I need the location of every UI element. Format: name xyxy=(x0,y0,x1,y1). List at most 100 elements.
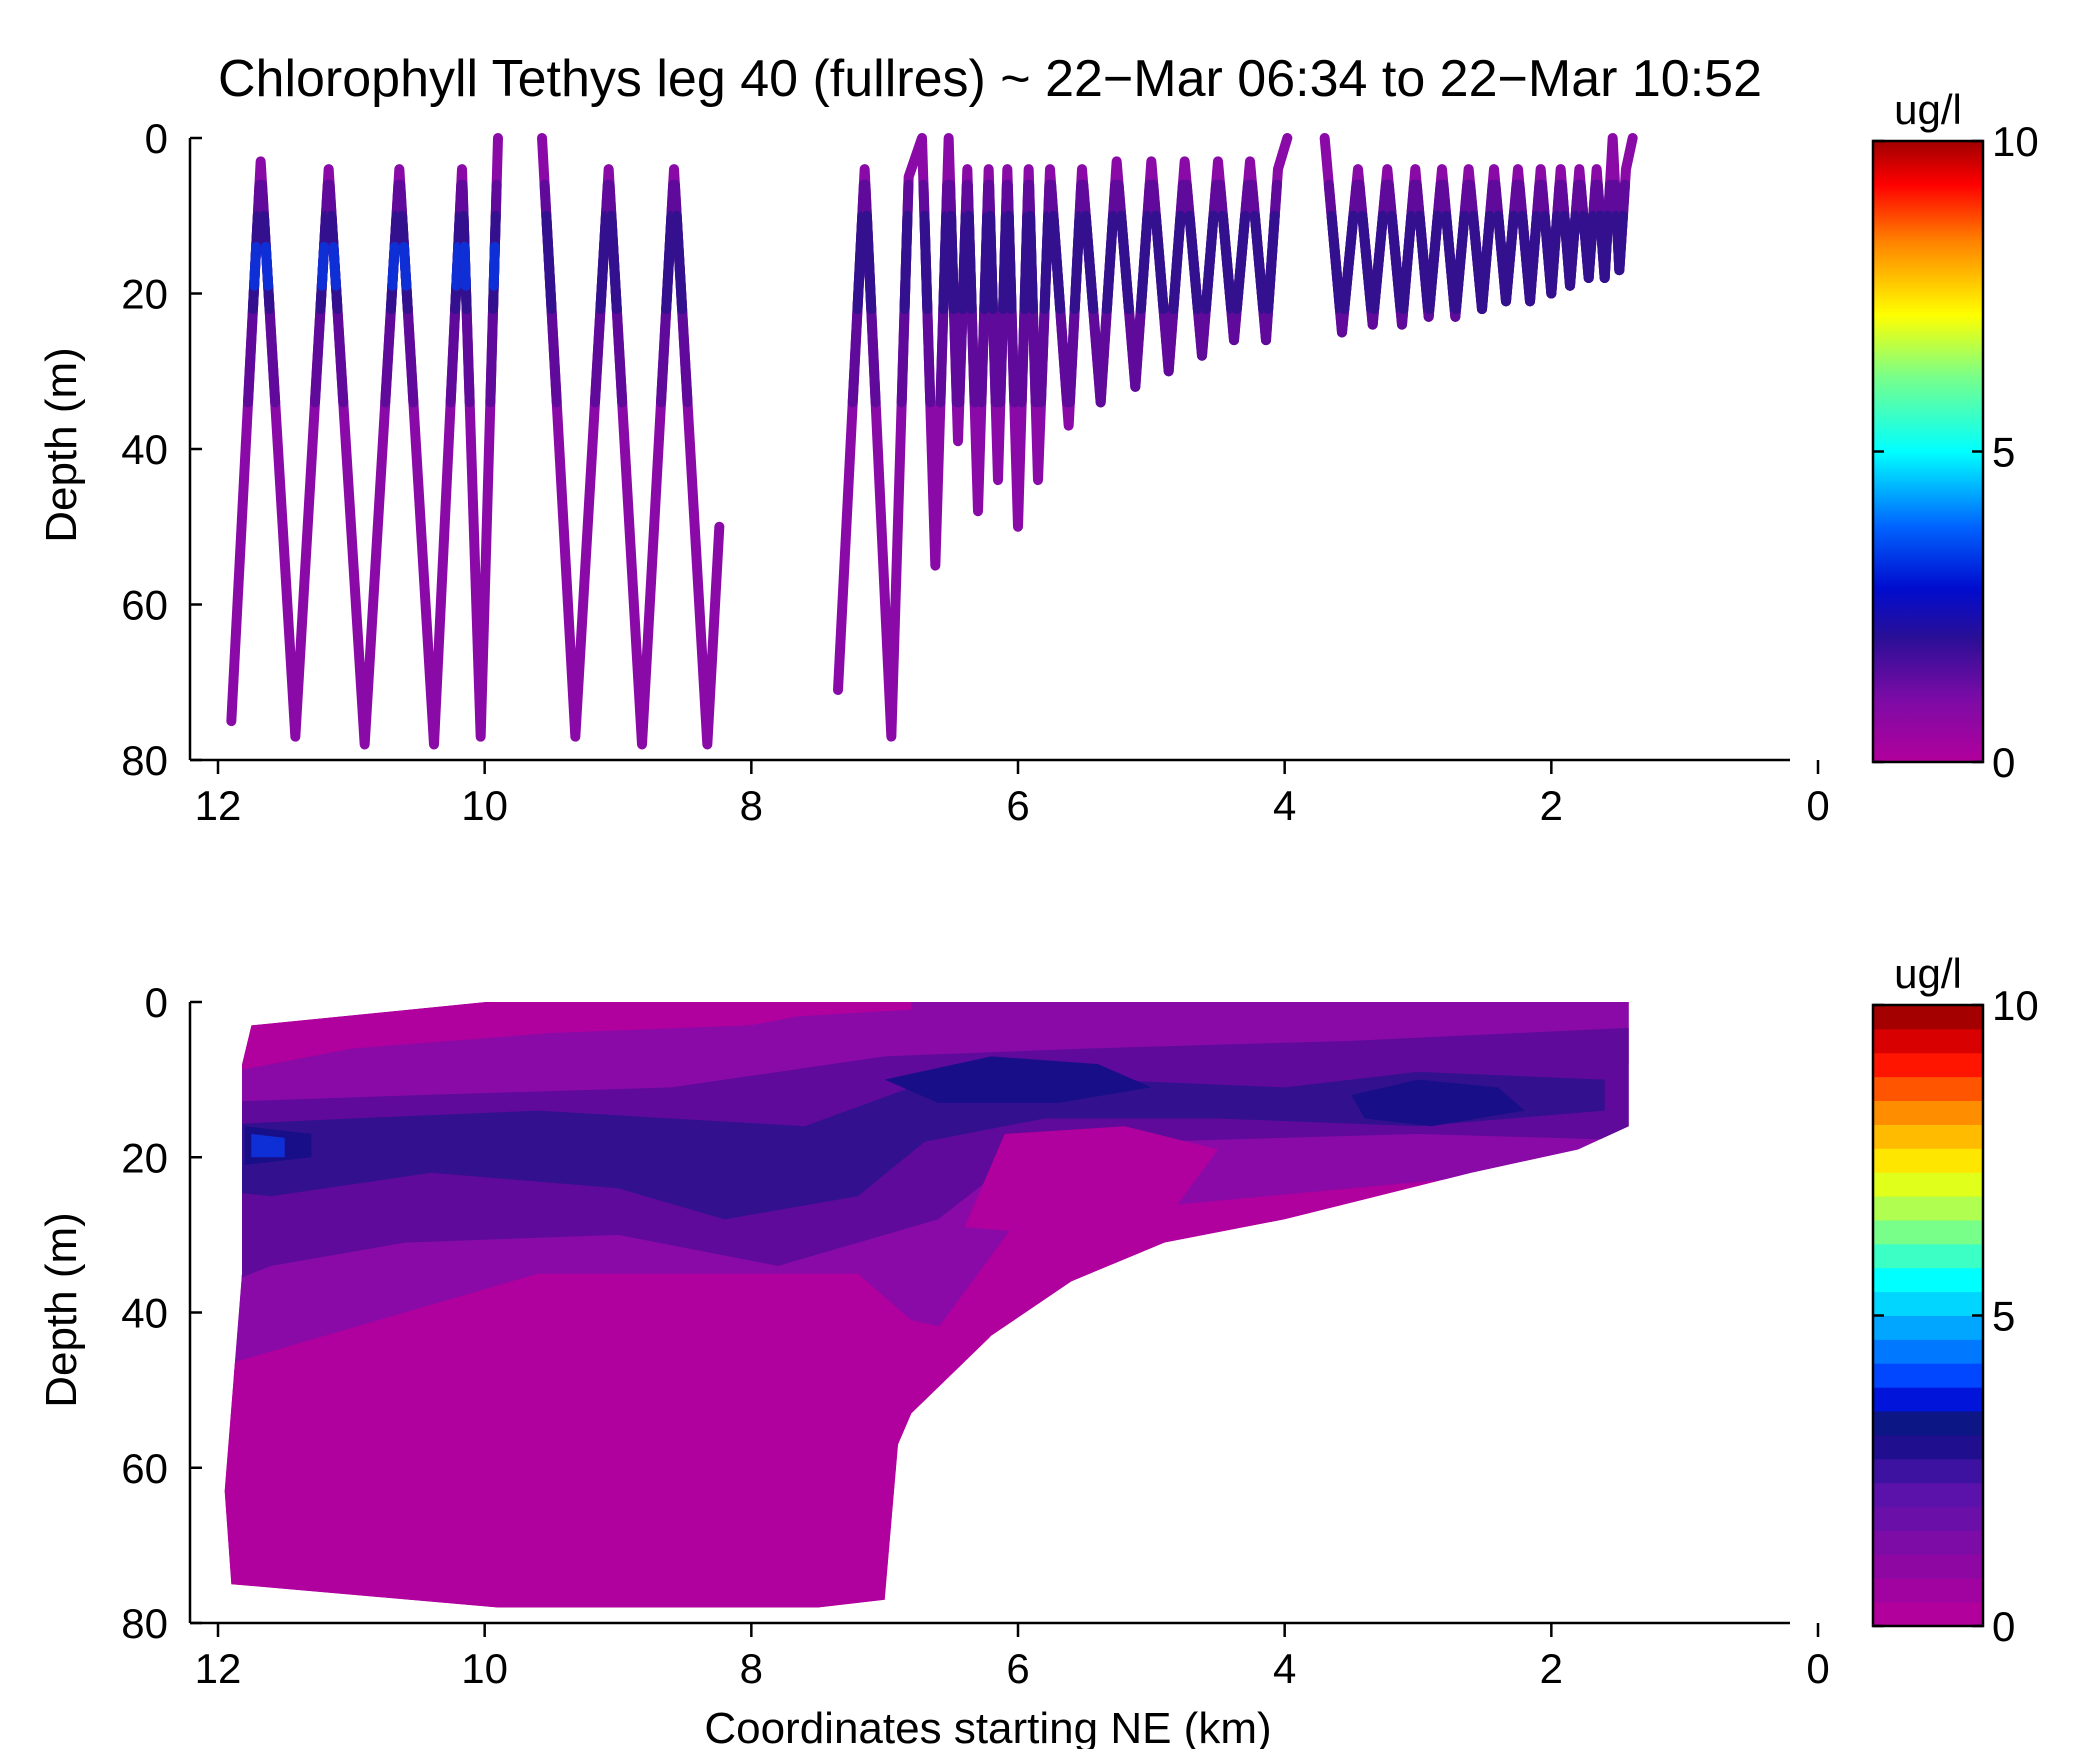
track-chl-max xyxy=(1025,210,1038,315)
top-xticklabel-10: 10 xyxy=(461,782,508,829)
track-chl-max xyxy=(595,210,611,315)
track-chl-max xyxy=(1357,210,1377,315)
track-chl-max xyxy=(1386,210,1406,315)
track-chl-max xyxy=(1339,210,1359,315)
track-chl-max xyxy=(1200,210,1219,315)
track-chl-max xyxy=(1583,210,1599,283)
track-chl-max xyxy=(1424,210,1443,315)
colorbar-band xyxy=(1873,1219,1983,1245)
track-chl-max xyxy=(1231,210,1251,315)
track-chl-peak xyxy=(260,241,274,291)
colorbar-band xyxy=(1873,1243,1983,1269)
bottom-colorbar: ug/l 0 5 10 xyxy=(1871,950,2039,1650)
top-xticklabel-0: 0 xyxy=(1806,782,1829,829)
track-chl-max xyxy=(1184,210,1203,315)
track-chl-max xyxy=(1263,210,1280,315)
colorbar-band xyxy=(1873,1028,1983,1054)
track-chl-max xyxy=(852,210,868,315)
track-chl-max xyxy=(919,210,933,315)
track-chl-max xyxy=(1525,210,1542,307)
colorbar-band xyxy=(1873,1458,1983,1484)
track-chl-peak xyxy=(249,241,262,291)
track-chl-max xyxy=(1168,210,1186,315)
top-colorbar: ug/l 0 5 10 xyxy=(1871,86,2039,786)
track-chl-peak xyxy=(316,241,330,291)
track-chl-max xyxy=(1217,210,1237,315)
track-chl-max xyxy=(1249,210,1269,315)
colorbar-band xyxy=(1873,1172,1983,1197)
bottom-xticklabel-6: 6 xyxy=(1006,1645,1029,1692)
contour-level-magenta-patch-1 xyxy=(224,1273,1018,1608)
colorbar-band xyxy=(1873,1267,1983,1293)
colorbar-band xyxy=(1873,1291,1983,1316)
top-colorbar-ticklabel-5: 5 xyxy=(1992,429,2015,476)
track-chl-max xyxy=(861,210,877,315)
track-segment-2 xyxy=(537,133,725,750)
track-chl-max xyxy=(1501,210,1519,307)
bottom-xticklabel-0: 0 xyxy=(1806,1645,1829,1692)
contour-level-navy-2 xyxy=(1351,1079,1525,1127)
track-chl-max xyxy=(985,210,998,315)
top-xticklabel-12: 12 xyxy=(195,782,242,829)
colorbar-band xyxy=(1873,1578,1983,1603)
track-chl-peak xyxy=(451,241,464,291)
top-yticklabel-40: 40 xyxy=(121,426,168,473)
track-chl-max xyxy=(541,210,557,315)
contour-level-blue xyxy=(251,1133,285,1158)
track-chl-max xyxy=(1451,210,1470,315)
track-chl-max xyxy=(1116,210,1134,315)
track-chl-peak xyxy=(387,241,400,291)
top-colorbar-fill xyxy=(1871,139,1985,764)
colorbar-band xyxy=(1873,1411,1983,1436)
top-yticklabel-20: 20 xyxy=(121,271,168,318)
track-chl-max xyxy=(1369,210,1388,315)
track-chl-max xyxy=(1477,210,1495,315)
top-xticklabel-2: 2 xyxy=(1540,782,1563,829)
colorbar-band xyxy=(1873,1482,1983,1508)
track-chl-max xyxy=(1150,210,1169,315)
contour-level-magenta-patch-2 xyxy=(964,1126,1218,1235)
top-xticklabel-4: 4 xyxy=(1273,782,1296,829)
bottom-yticklabel-60: 60 xyxy=(121,1445,168,1492)
track-chl-max xyxy=(963,210,977,315)
contour-level-indigo xyxy=(224,1071,1605,1220)
colorbar-band xyxy=(1873,1530,1983,1555)
track-chl-max xyxy=(1069,210,1085,315)
track-chl-max xyxy=(1048,210,1066,315)
bottom-yticklabel-0: 0 xyxy=(145,979,168,1026)
track-chl-max xyxy=(1565,210,1581,291)
bottom-colorbar-bands xyxy=(1873,1005,1983,1627)
track-chl-max xyxy=(1599,210,1614,283)
track-chl-peak xyxy=(399,241,412,291)
colorbar-band xyxy=(1873,1339,1983,1364)
bottom-xticklabel-4: 4 xyxy=(1273,1645,1296,1692)
bottom-contour-fill xyxy=(224,1002,1629,1608)
bottom-xticklabel-8: 8 xyxy=(740,1645,763,1692)
track-chl-max xyxy=(1326,210,1345,315)
track-chl-max xyxy=(661,210,677,315)
track-chl-max xyxy=(1003,210,1017,315)
colorbar-band xyxy=(1873,1363,1983,1388)
track-chl-max xyxy=(671,210,688,315)
top-track-series xyxy=(226,133,1638,750)
track-chl-peak xyxy=(459,241,471,291)
bottom-ylabel: Depth (m) xyxy=(37,1212,86,1408)
colorbar-band xyxy=(1873,1005,1983,1030)
bottom-yticklabel-20: 20 xyxy=(121,1134,168,1181)
colorbar-band xyxy=(1873,1434,1983,1460)
track-chl-max xyxy=(1080,210,1099,315)
colorbar-band xyxy=(1873,1387,1983,1412)
colorbar-band xyxy=(1873,1602,1983,1627)
colorbar-band xyxy=(1873,1076,1983,1102)
top-yticklabel-0: 0 xyxy=(145,115,168,162)
colorbar-band xyxy=(1873,1148,1983,1173)
bottom-colorbar-ticklabel-10: 10 xyxy=(1992,982,2039,1029)
bottom-xticklabel-2: 2 xyxy=(1540,1645,1563,1692)
track-chl-max xyxy=(606,210,622,315)
colorbar-band xyxy=(1873,1554,1983,1579)
track-chl-max xyxy=(899,210,913,315)
track-chl-max xyxy=(938,210,952,315)
